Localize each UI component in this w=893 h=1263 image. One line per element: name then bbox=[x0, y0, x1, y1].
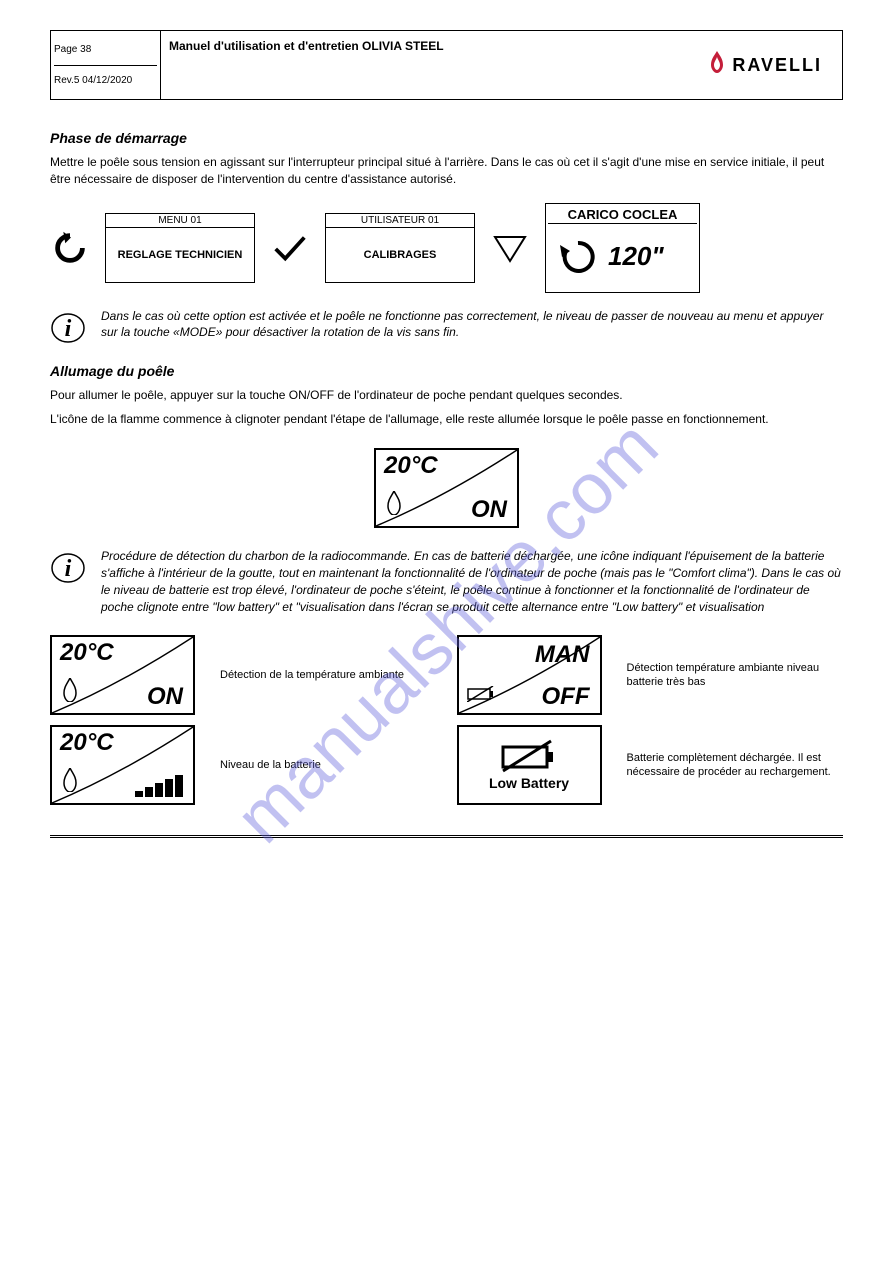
menu-screen-1: MENU 01 REGLAGE TECHNICIEN bbox=[105, 213, 255, 283]
info-text-1: Dans le cas où cette option est activée … bbox=[101, 308, 843, 342]
ignition-text-1: Pour allumer le poêle, appuyer sur la to… bbox=[50, 387, 843, 404]
temp-value: 20°C bbox=[60, 639, 114, 667]
display-low-battery: Low Battery bbox=[457, 725, 602, 805]
desc-temp-detection: Détection de la température ambiante bbox=[220, 668, 437, 682]
signal-bars-icon bbox=[135, 775, 183, 797]
svg-text:i: i bbox=[65, 316, 72, 342]
temp-value-2: 20°C bbox=[60, 729, 114, 757]
brand-logo: RAVELLI bbox=[708, 51, 822, 79]
check-icon bbox=[270, 228, 310, 268]
status-on: ON bbox=[147, 683, 183, 711]
info-icon: i bbox=[50, 548, 86, 588]
man-label: MAN bbox=[535, 641, 590, 669]
menu-header-2: UTILISATEUR 01 bbox=[326, 214, 474, 228]
coclea-time: 120" bbox=[608, 241, 664, 272]
desc-man-off: Détection température ambiante niveau ba… bbox=[627, 661, 844, 690]
flame-icon bbox=[60, 678, 80, 705]
back-icon bbox=[50, 228, 90, 268]
display-man-off: MAN OFF bbox=[457, 635, 602, 715]
display-temp: 20°C bbox=[384, 452, 438, 480]
chevron-down-icon bbox=[490, 228, 530, 268]
low-battery-label: Low Battery bbox=[489, 775, 569, 791]
battery-dead-icon bbox=[499, 739, 559, 775]
info-text-2: Procédure de détection du charbon de la … bbox=[101, 548, 843, 615]
menu-header-1: MENU 01 bbox=[106, 214, 254, 228]
flame-icon bbox=[384, 491, 404, 518]
svg-text:i: i bbox=[65, 556, 72, 582]
coclea-screen: CARICO COCLEA 120" bbox=[545, 203, 700, 293]
flame-icon bbox=[708, 51, 726, 79]
page-label: Page 38 bbox=[54, 34, 157, 66]
display-temp-bars: 20°C bbox=[50, 725, 195, 805]
section-title-startup: Phase de démarrage bbox=[50, 130, 843, 146]
menu-navigation-row: MENU 01 REGLAGE TECHNICIEN UTILISATEUR 0… bbox=[50, 203, 843, 293]
display-temp-on: 20°C ON bbox=[50, 635, 195, 715]
startup-text: Mettre le poêle sous tension en agissant… bbox=[50, 154, 843, 188]
desc-low-battery: Batterie complètement déchargée. Il est … bbox=[627, 751, 844, 780]
desc-battery-level: Niveau de la batterie bbox=[220, 758, 437, 772]
info-icon: i bbox=[50, 308, 86, 348]
document-header: Page 38 Rev.5 04/12/2020 Manuel d'utilis… bbox=[50, 30, 843, 100]
rev-label: Rev.5 04/12/2020 bbox=[54, 66, 157, 97]
flame-icon bbox=[60, 768, 80, 795]
status-off: OFF bbox=[542, 683, 590, 711]
menu-body-2: CALIBRAGES bbox=[326, 228, 474, 282]
rotate-icon bbox=[558, 237, 598, 277]
menu-body-1: REGLAGE TECHNICIEN bbox=[106, 228, 254, 282]
coclea-header: CARICO COCLEA bbox=[548, 206, 697, 224]
divider bbox=[50, 835, 843, 838]
section-title-ignition: Allumage du poêle bbox=[50, 363, 843, 379]
menu-screen-2: UTILISATEUR 01 CALIBRAGES bbox=[325, 213, 475, 283]
battery-low-icon bbox=[467, 686, 495, 705]
ignition-text-2: L'icône de la flamme commence à clignote… bbox=[50, 411, 843, 428]
brand-name: RAVELLI bbox=[732, 55, 822, 76]
display-status: ON bbox=[471, 496, 507, 524]
status-display-main: 20°C ON bbox=[374, 448, 519, 528]
